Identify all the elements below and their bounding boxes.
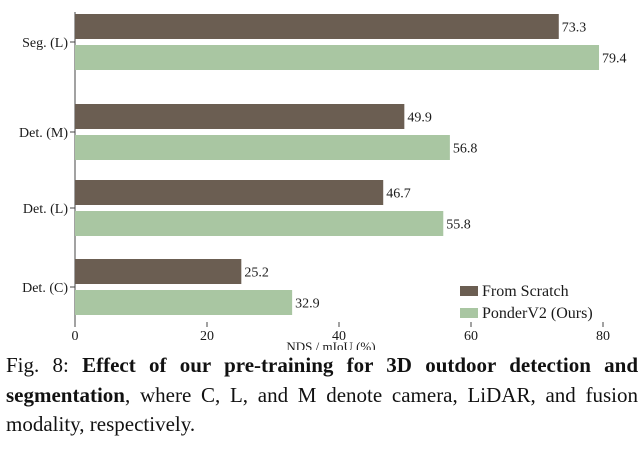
figure-caption: Fig. 8: Effect of our pre-training for 3… [6, 351, 638, 440]
bar [75, 45, 600, 70]
data-label: 73.3 [562, 21, 587, 36]
bars [75, 14, 600, 315]
legend-swatch [460, 308, 478, 318]
bar-chart: 0 20 40 60 80 NDS / mIoU (%) Seg. (L) Det. (M) D… [19, 12, 627, 350]
x-tick-label: 80 [596, 329, 610, 344]
y-tick-label: Det. (L) [23, 202, 68, 217]
data-label: 56.8 [453, 142, 478, 157]
legend-label: PonderV2 (Ours) [482, 305, 593, 322]
caption-bold-title: Effect of our pre-training for 3D outdoo… [6, 353, 638, 407]
caption-text: , where C, L, and M denote camera, LiDAR… [6, 382, 638, 437]
x-tick-label: 60 [464, 329, 478, 344]
bar [75, 14, 559, 39]
x-axis-label: NDS / mIoU (%) [286, 339, 375, 350]
y-tick-label: Det. (C) [22, 281, 68, 296]
data-labels: 73.3 79.4 49.9 56.8 46.7 55.8 25.2 32.9 [244, 21, 626, 312]
caption-label: Fig. 8: [6, 353, 69, 377]
bar [75, 259, 242, 284]
bar [75, 211, 444, 236]
axes: 0 20 40 60 80 NDS / mIoU (%) Seg. (L) Det. (M) D… [19, 12, 610, 350]
bar [75, 180, 384, 205]
bar [75, 104, 405, 129]
legend: From Scratch PonderV2 (Ours) [460, 283, 593, 322]
x-tick-label: 20 [200, 329, 214, 344]
x-tick-label: 40 [332, 329, 346, 344]
legend-swatch [460, 286, 478, 296]
x-tick-label: 0 [72, 329, 79, 344]
bar [75, 290, 293, 315]
data-label: 49.9 [407, 111, 432, 126]
data-label: 25.2 [244, 266, 269, 281]
data-label: 46.7 [386, 187, 411, 202]
bar [75, 135, 450, 160]
y-tick-label: Seg. (L) [22, 36, 68, 51]
y-tick-label: Det. (M) [19, 126, 68, 141]
legend-label: From Scratch [482, 283, 569, 300]
data-label: 55.8 [446, 218, 471, 233]
data-label: 32.9 [295, 297, 320, 312]
data-label: 79.4 [602, 52, 627, 67]
